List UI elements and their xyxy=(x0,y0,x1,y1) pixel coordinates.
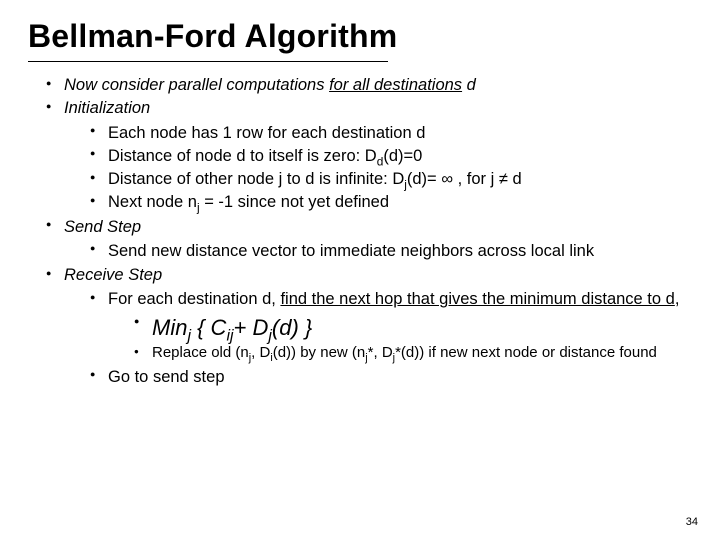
min-expression: Minj { Cij+ Dj(d) } xyxy=(152,315,312,340)
bullet-init: Initialization Each node has 1 row for e… xyxy=(46,97,692,213)
text: Send new distance vector to immediate ne… xyxy=(108,242,594,260)
sub-bullet: Next node nj = -1 since not yet defined xyxy=(90,191,692,213)
text: For each destination d, xyxy=(108,290,280,308)
bullet-parallel: Now consider parallel computations for a… xyxy=(46,74,692,96)
text: , for j xyxy=(453,170,499,188)
bullet-receive: Receive Step For each destination d, fin… xyxy=(46,264,692,388)
text: d xyxy=(462,76,476,94)
text: , xyxy=(675,290,680,308)
sub-list-send: Send new distance vector to immediate ne… xyxy=(64,240,692,262)
sub-bullet-goto: Go to send step xyxy=(90,366,692,388)
sub-list-init: Each node has 1 row for each destination… xyxy=(64,122,692,214)
sub-bullet: Distance of node d to itself is zero: Dd… xyxy=(90,145,692,167)
sub-bullet: For each destination d, find the next ho… xyxy=(90,288,692,363)
page-number: 34 xyxy=(686,516,698,528)
text: Replace old (n xyxy=(152,344,249,361)
text: Now consider parallel computations xyxy=(64,76,329,94)
text: *, D xyxy=(368,344,393,361)
text: (d)) by new (n xyxy=(273,344,366,361)
notequal-icon: ≠ xyxy=(499,170,508,188)
sub2-bullet-replace: Replace old (nj, Di(d)) by new (nj*, Dj*… xyxy=(134,343,692,363)
text: d xyxy=(508,170,522,188)
text: = -1 since not yet defined xyxy=(200,193,389,211)
text: (d)= xyxy=(407,170,441,188)
slide-container: Bellman-Ford Algorithm Now consider para… xyxy=(0,0,720,540)
text: Initialization xyxy=(64,99,150,117)
bullet-list: Now consider parallel computations for a… xyxy=(28,74,692,388)
text: *(d)) if new next node or distance found xyxy=(395,344,657,361)
text: (d)=0 xyxy=(383,147,422,165)
sub2-bullet-min: Minj { Cij+ Dj(d) } xyxy=(134,313,692,343)
text: , D xyxy=(251,344,270,361)
sub-bullet: Send new distance vector to immediate ne… xyxy=(90,240,692,262)
sub-bullet: Each node has 1 row for each destination… xyxy=(90,122,692,144)
infinity-icon: ∞ xyxy=(441,170,453,188)
bullet-send: Send Step Send new distance vector to im… xyxy=(46,216,692,263)
sub2-list: Minj { Cij+ Dj(d) } Replace old (nj, Di(… xyxy=(108,313,692,364)
sub-list-receive: For each destination d, find the next ho… xyxy=(64,288,692,387)
text: Distance of other node j to d is infinit… xyxy=(108,170,404,188)
text: { C xyxy=(191,315,226,340)
text: Receive Step xyxy=(64,266,162,284)
text: Go to send step xyxy=(108,368,225,386)
text: + D xyxy=(234,315,269,340)
slide-title: Bellman-Ford Algorithm xyxy=(28,18,692,55)
subscript: ij xyxy=(226,327,233,344)
text: Distance of node d to itself is zero: D xyxy=(108,147,377,165)
text: Each node has 1 row for each destination… xyxy=(108,124,425,142)
text: (d) } xyxy=(272,315,312,340)
text: Next node n xyxy=(108,193,197,211)
text-underline: find the next hop that gives the minimum… xyxy=(280,290,674,308)
text-underline: for all destinations xyxy=(329,76,462,94)
title-rule xyxy=(28,61,388,62)
text: Send Step xyxy=(64,218,141,236)
sub-bullet: Distance of other node j to d is infinit… xyxy=(90,168,692,190)
text: Min xyxy=(152,315,187,340)
